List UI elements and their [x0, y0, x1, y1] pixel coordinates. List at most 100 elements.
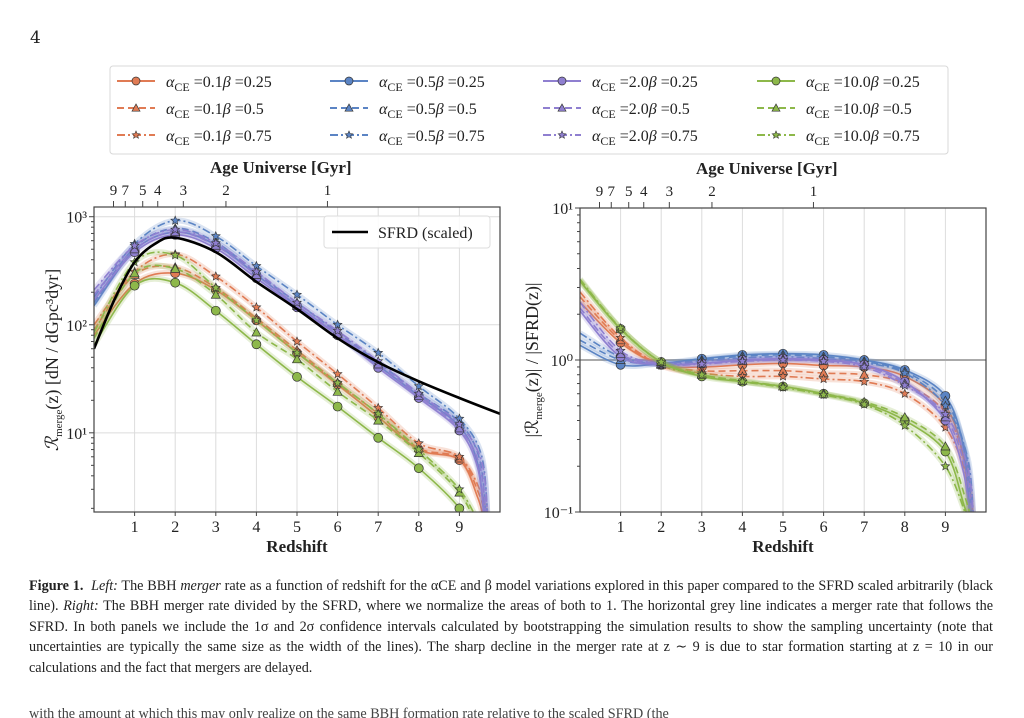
data-point	[696, 369, 707, 380]
legend-marker	[344, 130, 354, 139]
data-point	[859, 399, 870, 409]
legend-marker	[131, 103, 141, 112]
confidence-band	[580, 300, 973, 512]
caption-merger-word: merger	[180, 578, 221, 594]
top-tick-label: 5	[139, 183, 147, 199]
data-point	[210, 305, 221, 316]
body-text-next-line: with the amount at which this may only r…	[29, 706, 669, 718]
data-point	[251, 302, 262, 312]
data-point	[332, 401, 343, 412]
series-line	[580, 301, 974, 512]
series-line	[94, 277, 463, 512]
data-point	[210, 282, 221, 293]
y-tick-label: 10¹	[66, 426, 87, 443]
data-point	[899, 367, 910, 378]
main-legend: αCE =0.1β =0.25 αCE =0.1β =0.5 αCE =0.1β =…	[109, 65, 949, 155]
data-point	[373, 347, 384, 358]
data-point	[251, 327, 262, 337]
legend-marker	[557, 130, 567, 139]
data-point	[413, 463, 424, 474]
data-point	[615, 322, 626, 333]
data-point	[899, 388, 910, 399]
data-point	[332, 377, 343, 388]
caption-label: Figure 1.	[29, 578, 84, 594]
data-point	[940, 400, 951, 411]
data-point	[251, 339, 262, 350]
y-tick-label: 10³	[66, 210, 87, 227]
data-point	[332, 386, 343, 396]
legend-entry: αCE =0.5β =0.75	[330, 128, 485, 148]
confidence-band	[94, 275, 466, 512]
legend-entry: αCE =0.5β =0.25	[330, 74, 485, 94]
data-point	[777, 382, 789, 392]
x-tick-label: 9	[941, 519, 949, 536]
data-point	[454, 503, 465, 512]
x-tick-label: 6	[820, 519, 828, 536]
data-point	[615, 332, 626, 343]
caption-text-2: rate as a function of redshift for the α…	[29, 578, 993, 615]
series-line	[580, 296, 972, 512]
legend-entry: αCE =0.1β =0.75	[117, 128, 272, 148]
legend-label: αCE =0.1β =0.5	[166, 101, 264, 121]
data-point	[413, 380, 424, 391]
top-tick-label: 1	[324, 183, 332, 199]
top-tick-label: 4	[154, 183, 162, 199]
legend-label: αCE =0.1β =0.75	[166, 128, 272, 148]
confidence-band	[580, 294, 975, 512]
x-tick-label: 8	[901, 519, 909, 536]
top-axis-label: Age Universe [Gyr]	[696, 159, 838, 178]
caption-left-label: Left:	[91, 578, 118, 594]
caption-right-label: Right:	[63, 598, 99, 615]
data-point	[210, 237, 221, 248]
data-point	[251, 315, 262, 325]
legend-label: αCE =10.0β =0.25	[806, 74, 920, 94]
series-line	[580, 279, 971, 512]
data-point	[454, 484, 465, 494]
data-point	[899, 380, 910, 390]
caption-text-3: The BBH merger rate divided by the SFRD,…	[29, 598, 993, 676]
data-point	[818, 389, 829, 400]
data-point	[170, 224, 181, 234]
data-point	[777, 354, 789, 365]
confidence-band	[94, 251, 490, 512]
top-tick-label: 9	[596, 184, 604, 200]
data-point	[170, 249, 181, 260]
data-point	[129, 280, 140, 291]
legend-label: αCE =2.0β =0.75	[592, 128, 698, 148]
data-point	[373, 415, 384, 425]
series-line	[580, 278, 966, 512]
legend-marker	[557, 76, 567, 86]
y-tick-label: 10¹	[552, 201, 573, 218]
data-point	[373, 408, 384, 419]
data-point	[332, 368, 343, 379]
data-point	[859, 376, 870, 386]
legend-label: αCE =2.0β =0.5	[592, 101, 690, 121]
legend-entry: αCE =2.0β =0.5	[543, 101, 690, 121]
legend-marker	[557, 103, 567, 112]
legend-label: αCE =10.0β =0.75	[806, 128, 920, 148]
top-tick-label: 3	[180, 183, 188, 199]
data-point	[170, 277, 181, 288]
legend-marker	[771, 76, 781, 86]
figure-caption: Figure 1. Left: The BBH merger rate as a…	[29, 576, 993, 678]
data-point	[818, 373, 829, 384]
data-point	[696, 358, 707, 369]
series-line	[580, 291, 974, 512]
confidence-band	[580, 300, 976, 512]
page-number: 4	[30, 28, 41, 48]
data-point	[940, 408, 951, 419]
data-point	[413, 444, 424, 454]
data-point	[615, 345, 626, 356]
sfrd-legend-box	[323, 215, 491, 249]
data-point	[332, 325, 343, 336]
top-tick-label: 4	[640, 184, 648, 200]
legend-entry: αCE =0.1β =0.25	[117, 74, 272, 94]
confidence-band	[580, 278, 973, 512]
confidence-band	[580, 290, 976, 512]
x-tick-label: 1	[617, 519, 625, 536]
top-tick-label: 5	[625, 184, 633, 200]
data-point	[940, 460, 951, 471]
data-point	[291, 289, 303, 299]
